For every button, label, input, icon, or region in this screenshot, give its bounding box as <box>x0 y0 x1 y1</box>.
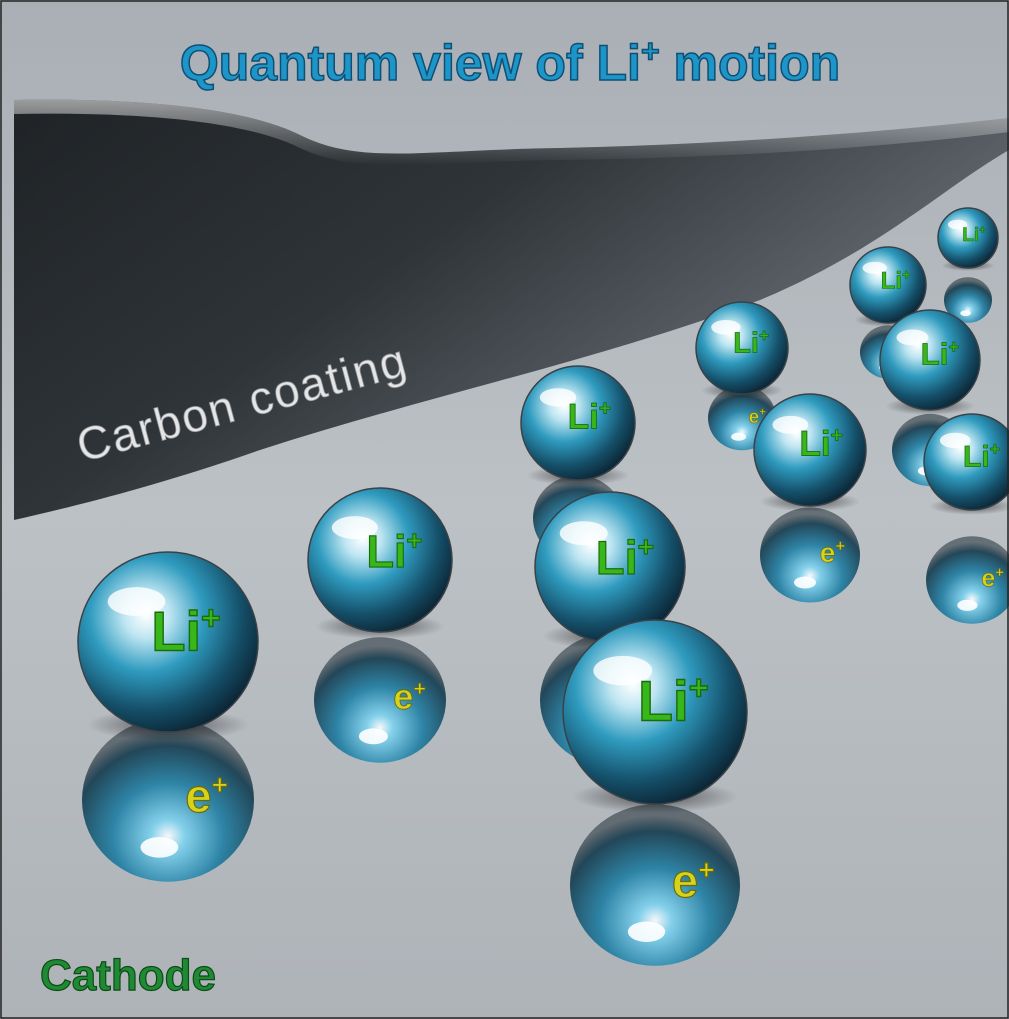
li-ion-label: Li+ <box>596 530 654 584</box>
li-ion-label: Li+ <box>638 669 709 734</box>
li-ion-label: Li+ <box>921 336 960 372</box>
carbon-coating-sheet <box>14 99 1009 520</box>
particle-reflection <box>944 277 992 323</box>
title-tail: motion <box>660 35 841 91</box>
sphere-specular <box>772 415 809 434</box>
li-ion-label: Li+ <box>733 325 769 359</box>
li-ion-particle: Li+ e+ <box>753 393 867 603</box>
cathode-label: Cathode <box>40 951 216 1000</box>
sphere-specular <box>939 432 971 449</box>
reflection-highlight <box>731 432 747 441</box>
sphere-specular <box>862 261 887 274</box>
sphere-specular <box>331 516 378 540</box>
li-ion-label: Li+ <box>962 225 986 246</box>
sphere-specular <box>539 388 577 407</box>
reflection-highlight <box>140 836 179 858</box>
reflection-highlight <box>627 921 666 942</box>
li-ion-particle: Li+ e+ <box>562 619 748 966</box>
electron-label: e+ <box>185 768 228 822</box>
title-superscript: + <box>641 33 660 69</box>
sphere-specular <box>896 329 929 346</box>
li-ion-label: Li+ <box>151 599 220 662</box>
electron-label: e+ <box>672 853 715 907</box>
li-ion-label: Li+ <box>800 424 843 463</box>
sphere-specular <box>947 219 968 230</box>
electron-label: e+ <box>749 407 767 428</box>
electron-label: e+ <box>393 675 426 717</box>
li-ion-label: Li+ <box>963 439 1000 473</box>
title-main: Quantum view of Li <box>180 35 641 91</box>
particle-reflection <box>926 536 1009 624</box>
sphere-specular <box>593 655 653 686</box>
particle-reflection <box>82 718 254 882</box>
particle-reflection <box>570 804 740 966</box>
title: Quantum view of Li+ motion <box>180 33 840 91</box>
li-ion-particle: Li+ e+ <box>77 551 259 882</box>
sphere-specular <box>711 319 741 335</box>
sphere-specular <box>107 587 166 616</box>
electron-label: e+ <box>820 536 846 568</box>
reflection-highlight <box>358 728 388 745</box>
sphere-specular <box>559 521 608 546</box>
particles-layer: Li+Li+e+Li+e+Li+e+Li+Li+e+Li+e+Li+e+Li+L… <box>77 207 1009 966</box>
li-ion-particle: Li+ e+ <box>923 413 1009 624</box>
reflection-highlight <box>957 599 978 611</box>
reflection-highlight <box>960 310 971 317</box>
li-ion-label: Li+ <box>568 397 611 436</box>
particle-reflection <box>760 507 860 603</box>
reflection-highlight <box>794 576 816 589</box>
particle-reflection <box>314 637 446 763</box>
li-ion-particle: Li+ e+ <box>307 487 453 763</box>
li-ion-particle: Li+ <box>937 207 999 323</box>
li-ion-label: Li+ <box>367 526 423 577</box>
electron-label: e+ <box>981 564 1004 593</box>
li-ion-label: Li+ <box>881 267 911 294</box>
